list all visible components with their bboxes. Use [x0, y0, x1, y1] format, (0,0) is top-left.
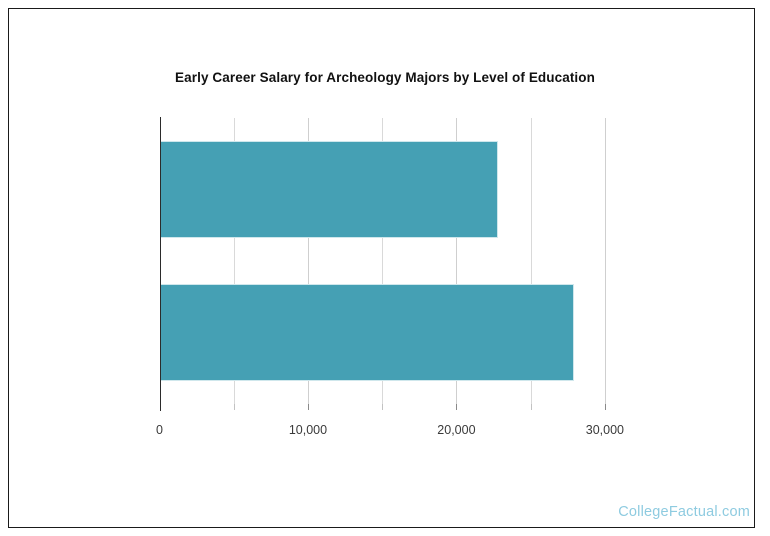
bar-1 [159, 283, 574, 381]
x-tick-label: 10,000 [288, 423, 328, 437]
x-tick-mark [604, 404, 606, 410]
gridline [604, 118, 606, 404]
x-tick-label: 0 [156, 423, 163, 437]
x-tick-mark [159, 404, 162, 411]
y-axis-line [159, 117, 162, 405]
x-tick-label: 20,000 [437, 423, 476, 437]
x-tick-mark [456, 404, 458, 410]
x-tick-mark [382, 404, 384, 410]
gridline [456, 118, 458, 404]
x-tick-mark [233, 404, 235, 410]
gridline [530, 118, 532, 404]
bar-0 [159, 140, 498, 238]
x-tick-mark [530, 404, 532, 410]
x-tick-mark [307, 404, 309, 410]
figure-border [8, 8, 755, 528]
collegefactual-watermark: CollegeFactual.com [618, 504, 750, 520]
plot-area [159, 118, 641, 404]
chart-title: Early Career Salary for Archeology Major… [175, 70, 595, 85]
gridline [382, 118, 384, 404]
x-tick-label: 30,000 [585, 423, 624, 437]
gridline [233, 118, 235, 404]
gridline [307, 118, 309, 404]
